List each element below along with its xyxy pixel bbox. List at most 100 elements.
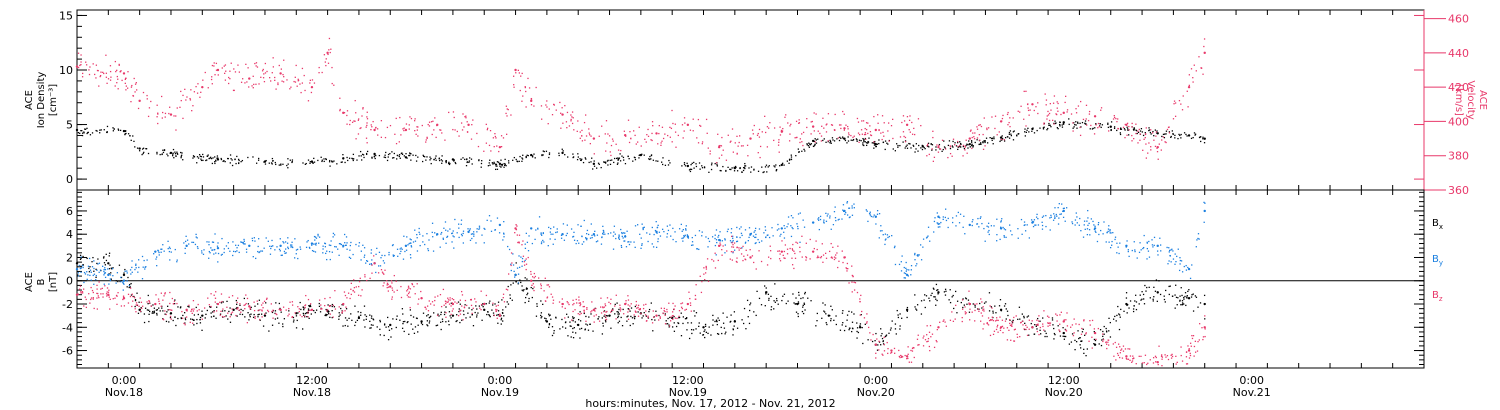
data-point <box>215 291 217 293</box>
data-point <box>1037 112 1039 115</box>
data-point <box>1181 303 1184 306</box>
data-point <box>773 165 775 167</box>
data-point <box>342 154 344 156</box>
data-point <box>465 117 467 119</box>
data-point <box>408 128 410 130</box>
data-point <box>515 72 517 74</box>
data-point <box>951 311 953 313</box>
data-point <box>445 160 447 162</box>
data-point <box>637 311 639 313</box>
data-point <box>1159 293 1162 296</box>
data-point <box>310 242 314 245</box>
data-point <box>1064 335 1067 338</box>
data-point <box>961 316 963 319</box>
data-point <box>793 267 795 270</box>
data-point <box>688 337 691 340</box>
data-point <box>210 157 213 160</box>
data-point <box>725 159 728 161</box>
data-point <box>138 99 141 103</box>
data-point <box>690 168 693 171</box>
data-point <box>560 237 563 239</box>
data-point <box>1006 113 1009 116</box>
data-point <box>871 142 873 144</box>
data-point <box>795 311 798 313</box>
data-point <box>524 301 526 304</box>
data-point <box>93 307 95 310</box>
data-point <box>391 328 393 330</box>
data-point <box>152 310 154 313</box>
data-point <box>172 152 174 154</box>
data-point <box>858 139 861 141</box>
data-point <box>721 154 723 156</box>
data-point <box>217 252 220 255</box>
data-point <box>404 244 408 248</box>
data-point <box>103 274 105 276</box>
data-point <box>657 240 659 243</box>
data-point <box>603 310 606 312</box>
bottom-series-2 <box>75 224 1206 367</box>
data-point <box>1000 226 1002 228</box>
data-point <box>452 230 454 232</box>
data-point <box>897 316 900 319</box>
data-point <box>1153 286 1155 288</box>
data-point <box>692 118 694 120</box>
data-point <box>283 318 286 320</box>
data-point <box>928 153 930 156</box>
data-point <box>221 237 223 240</box>
data-point <box>815 142 818 144</box>
data-point <box>231 295 234 297</box>
data-point <box>309 304 311 306</box>
data-point <box>383 324 386 326</box>
data-point <box>105 72 108 74</box>
data-point <box>945 290 947 292</box>
data-point <box>907 357 909 360</box>
data-point <box>445 312 447 314</box>
data-point <box>848 327 851 329</box>
data-point <box>349 297 351 300</box>
data-point <box>848 207 851 209</box>
data-point <box>441 320 444 323</box>
data-point <box>863 140 865 143</box>
data-point <box>910 349 912 352</box>
data-point <box>211 249 213 251</box>
data-point <box>783 164 785 166</box>
data-point <box>935 283 938 286</box>
data-point <box>548 108 550 110</box>
data-point <box>1024 322 1026 325</box>
data-point <box>754 242 756 245</box>
data-point <box>1202 138 1204 140</box>
data-point <box>1161 139 1163 141</box>
data-point <box>492 312 495 314</box>
data-point <box>1023 90 1025 93</box>
data-point <box>861 133 864 135</box>
data-point <box>674 131 677 133</box>
data-point <box>618 158 620 160</box>
data-point <box>720 145 723 147</box>
data-point <box>141 305 144 307</box>
data-point <box>1102 330 1104 333</box>
data-point <box>495 137 497 139</box>
data-point <box>910 147 912 149</box>
data-point <box>274 318 277 320</box>
data-point <box>861 326 863 329</box>
data-point <box>478 227 481 229</box>
data-point <box>825 313 827 315</box>
data-point <box>881 337 884 340</box>
data-point <box>265 302 267 304</box>
data-point <box>1052 119 1054 122</box>
data-point <box>456 320 458 322</box>
data-point <box>766 146 769 148</box>
data-point <box>214 161 216 163</box>
data-point <box>579 304 581 307</box>
data-point <box>409 116 411 118</box>
data-point <box>1090 124 1092 127</box>
data-point <box>278 322 280 324</box>
data-point <box>625 135 627 137</box>
data-point <box>842 322 844 324</box>
data-point <box>980 125 983 128</box>
data-point <box>628 241 630 243</box>
data-point <box>521 289 523 291</box>
data-point <box>632 323 634 325</box>
data-point <box>1172 133 1174 136</box>
data-point <box>1004 303 1007 305</box>
